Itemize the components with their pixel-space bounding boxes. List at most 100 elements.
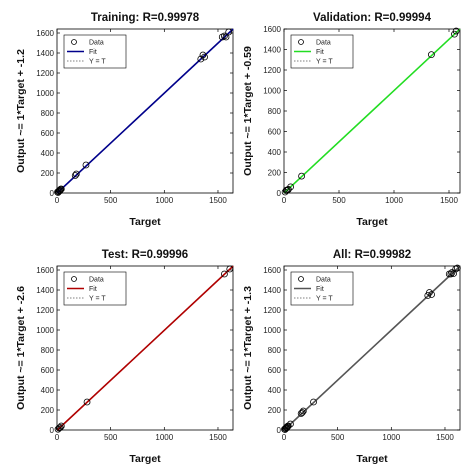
all-legend-data-label: Data	[316, 277, 331, 284]
training-ytick-label: 0	[50, 189, 55, 198]
validation-ytick-label: 1400	[263, 46, 281, 55]
validation-ytick-label: 400	[268, 148, 282, 157]
all-data-point	[299, 407, 307, 415]
all-data-point	[283, 424, 291, 432]
all-legend-fit-label: Fit	[316, 286, 324, 293]
all-xtick-label: 500	[331, 433, 345, 442]
training-data-point	[82, 161, 90, 169]
test-data-point	[57, 422, 65, 430]
training-xtick-label: 1500	[209, 196, 227, 205]
training-xtick-label: 1000	[155, 196, 173, 205]
test-ytick-label: 1000	[36, 326, 54, 335]
test-data-point	[83, 398, 91, 406]
training-legend: Data Fit Y = T	[63, 34, 127, 69]
all-data-point	[297, 410, 305, 417]
training-data-point	[199, 51, 207, 59]
training-data-point	[71, 172, 79, 179]
validation-xtick-label: 1000	[385, 196, 403, 205]
all-ytick-label: 1200	[263, 306, 281, 315]
all-legend-data-marker	[298, 276, 304, 282]
training-ytick-label: 800	[41, 109, 55, 118]
all-panel: All: R=0.99982 Target Output ~= 1*Target…	[242, 249, 461, 465]
validation-data-point	[298, 172, 306, 180]
test-xtick-label: 1500	[209, 433, 227, 442]
all-legend: Data Fit Y = T	[290, 271, 354, 306]
all-ytick-label: 1400	[263, 286, 281, 295]
validation-ytick-label: 600	[268, 128, 282, 137]
all-title: All: R=0.99982	[333, 249, 411, 261]
test-xlabel: Target	[129, 453, 161, 465]
test-legend: Data Fit Y = T	[63, 271, 127, 306]
training-data-point	[56, 187, 64, 195]
all-xtick-label: 0	[282, 433, 287, 442]
test-fit-line	[56, 265, 234, 431]
training-data-point	[72, 170, 80, 178]
test-ytick-label: 400	[41, 386, 55, 395]
all-data-point	[298, 409, 306, 416]
test-xtick-label: 500	[104, 433, 118, 442]
test-legend-data-label: Data	[89, 277, 104, 284]
all-ytick-label: 1000	[263, 326, 281, 335]
all-fit-line	[283, 265, 461, 431]
training-xtick-label: 500	[104, 196, 118, 205]
training-data-point	[57, 185, 65, 193]
all-ytick-label: 600	[268, 366, 282, 375]
training-legend-identity-label: Y = T	[89, 59, 106, 66]
training-title: Training: R=0.99978	[91, 12, 200, 24]
validation-legend-fit-label: Fit	[316, 49, 324, 56]
training-ylabel: Output ~= 1*Target + -1.2	[15, 49, 27, 173]
training-legend-data-label: Data	[89, 40, 104, 47]
validation-legend-data-marker	[298, 39, 304, 45]
validation-ytick-label: 0	[277, 189, 282, 198]
all-ytick-label: 0	[277, 426, 282, 435]
training-ytick-label: 1600	[36, 29, 54, 38]
test-legend-identity-label: Y = T	[89, 296, 106, 303]
all-xlabel: Target	[356, 453, 388, 465]
validation-xtick-label: 0	[282, 196, 287, 205]
validation-fit-line	[283, 28, 461, 194]
validation-data-point	[452, 27, 460, 35]
all-legend-identity-label: Y = T	[316, 296, 333, 303]
all-ytick-label: 1600	[263, 266, 281, 275]
all-data-point	[453, 264, 461, 272]
training-ytick-label: 1400	[36, 49, 54, 58]
all-ytick-label: 200	[268, 406, 282, 415]
all-data-point	[310, 398, 317, 406]
validation-xlabel: Target	[356, 216, 388, 228]
test-ytick-label: 0	[50, 426, 55, 435]
validation-ylabel: Output ~= 1*Target + -0.59	[242, 46, 254, 176]
test-ytick-label: 600	[41, 366, 55, 375]
all-data-point	[447, 270, 455, 278]
test-ytick-label: 1200	[36, 306, 54, 315]
training-data-point	[201, 53, 208, 61]
validation-legend: Data Fit Y = T	[290, 34, 354, 69]
training-ytick-label: 600	[41, 129, 55, 138]
test-title: Test: R=0.99996	[102, 249, 188, 261]
training-panel: Training: R=0.99978 Target Output ~= 1*T…	[15, 12, 234, 228]
training-legend-data-marker	[71, 39, 77, 45]
validation-xtick-label: 500	[332, 196, 346, 205]
test-data-point	[56, 424, 64, 431]
all-xtick-label: 1500	[436, 433, 454, 442]
training-ytick-label: 400	[41, 149, 55, 158]
validation-ytick-label: 1600	[263, 25, 281, 34]
test-xtick-label: 1000	[155, 433, 173, 442]
all-data-point	[450, 270, 457, 277]
training-data-point	[56, 186, 64, 194]
test-legend-fit-label: Fit	[89, 286, 97, 293]
training-data-point	[197, 55, 205, 63]
validation-legend-identity-label: Y = T	[316, 59, 333, 66]
test-ytick-label: 1400	[36, 286, 54, 295]
training-xtick-label: 0	[55, 196, 60, 205]
training-data-point	[225, 28, 233, 36]
validation-ytick-label: 1000	[263, 87, 281, 96]
all-data-point	[448, 269, 456, 276]
training-ytick-label: 1000	[36, 89, 54, 98]
training-ytick-label: 200	[41, 169, 55, 178]
test-data-point	[221, 270, 228, 278]
all-xtick-label: 1000	[382, 433, 400, 442]
validation-ytick-label: 800	[268, 107, 282, 116]
test-ytick-label: 800	[41, 346, 55, 355]
validation-ytick-label: 1200	[263, 66, 281, 75]
training-legend-fit-label: Fit	[89, 49, 97, 56]
